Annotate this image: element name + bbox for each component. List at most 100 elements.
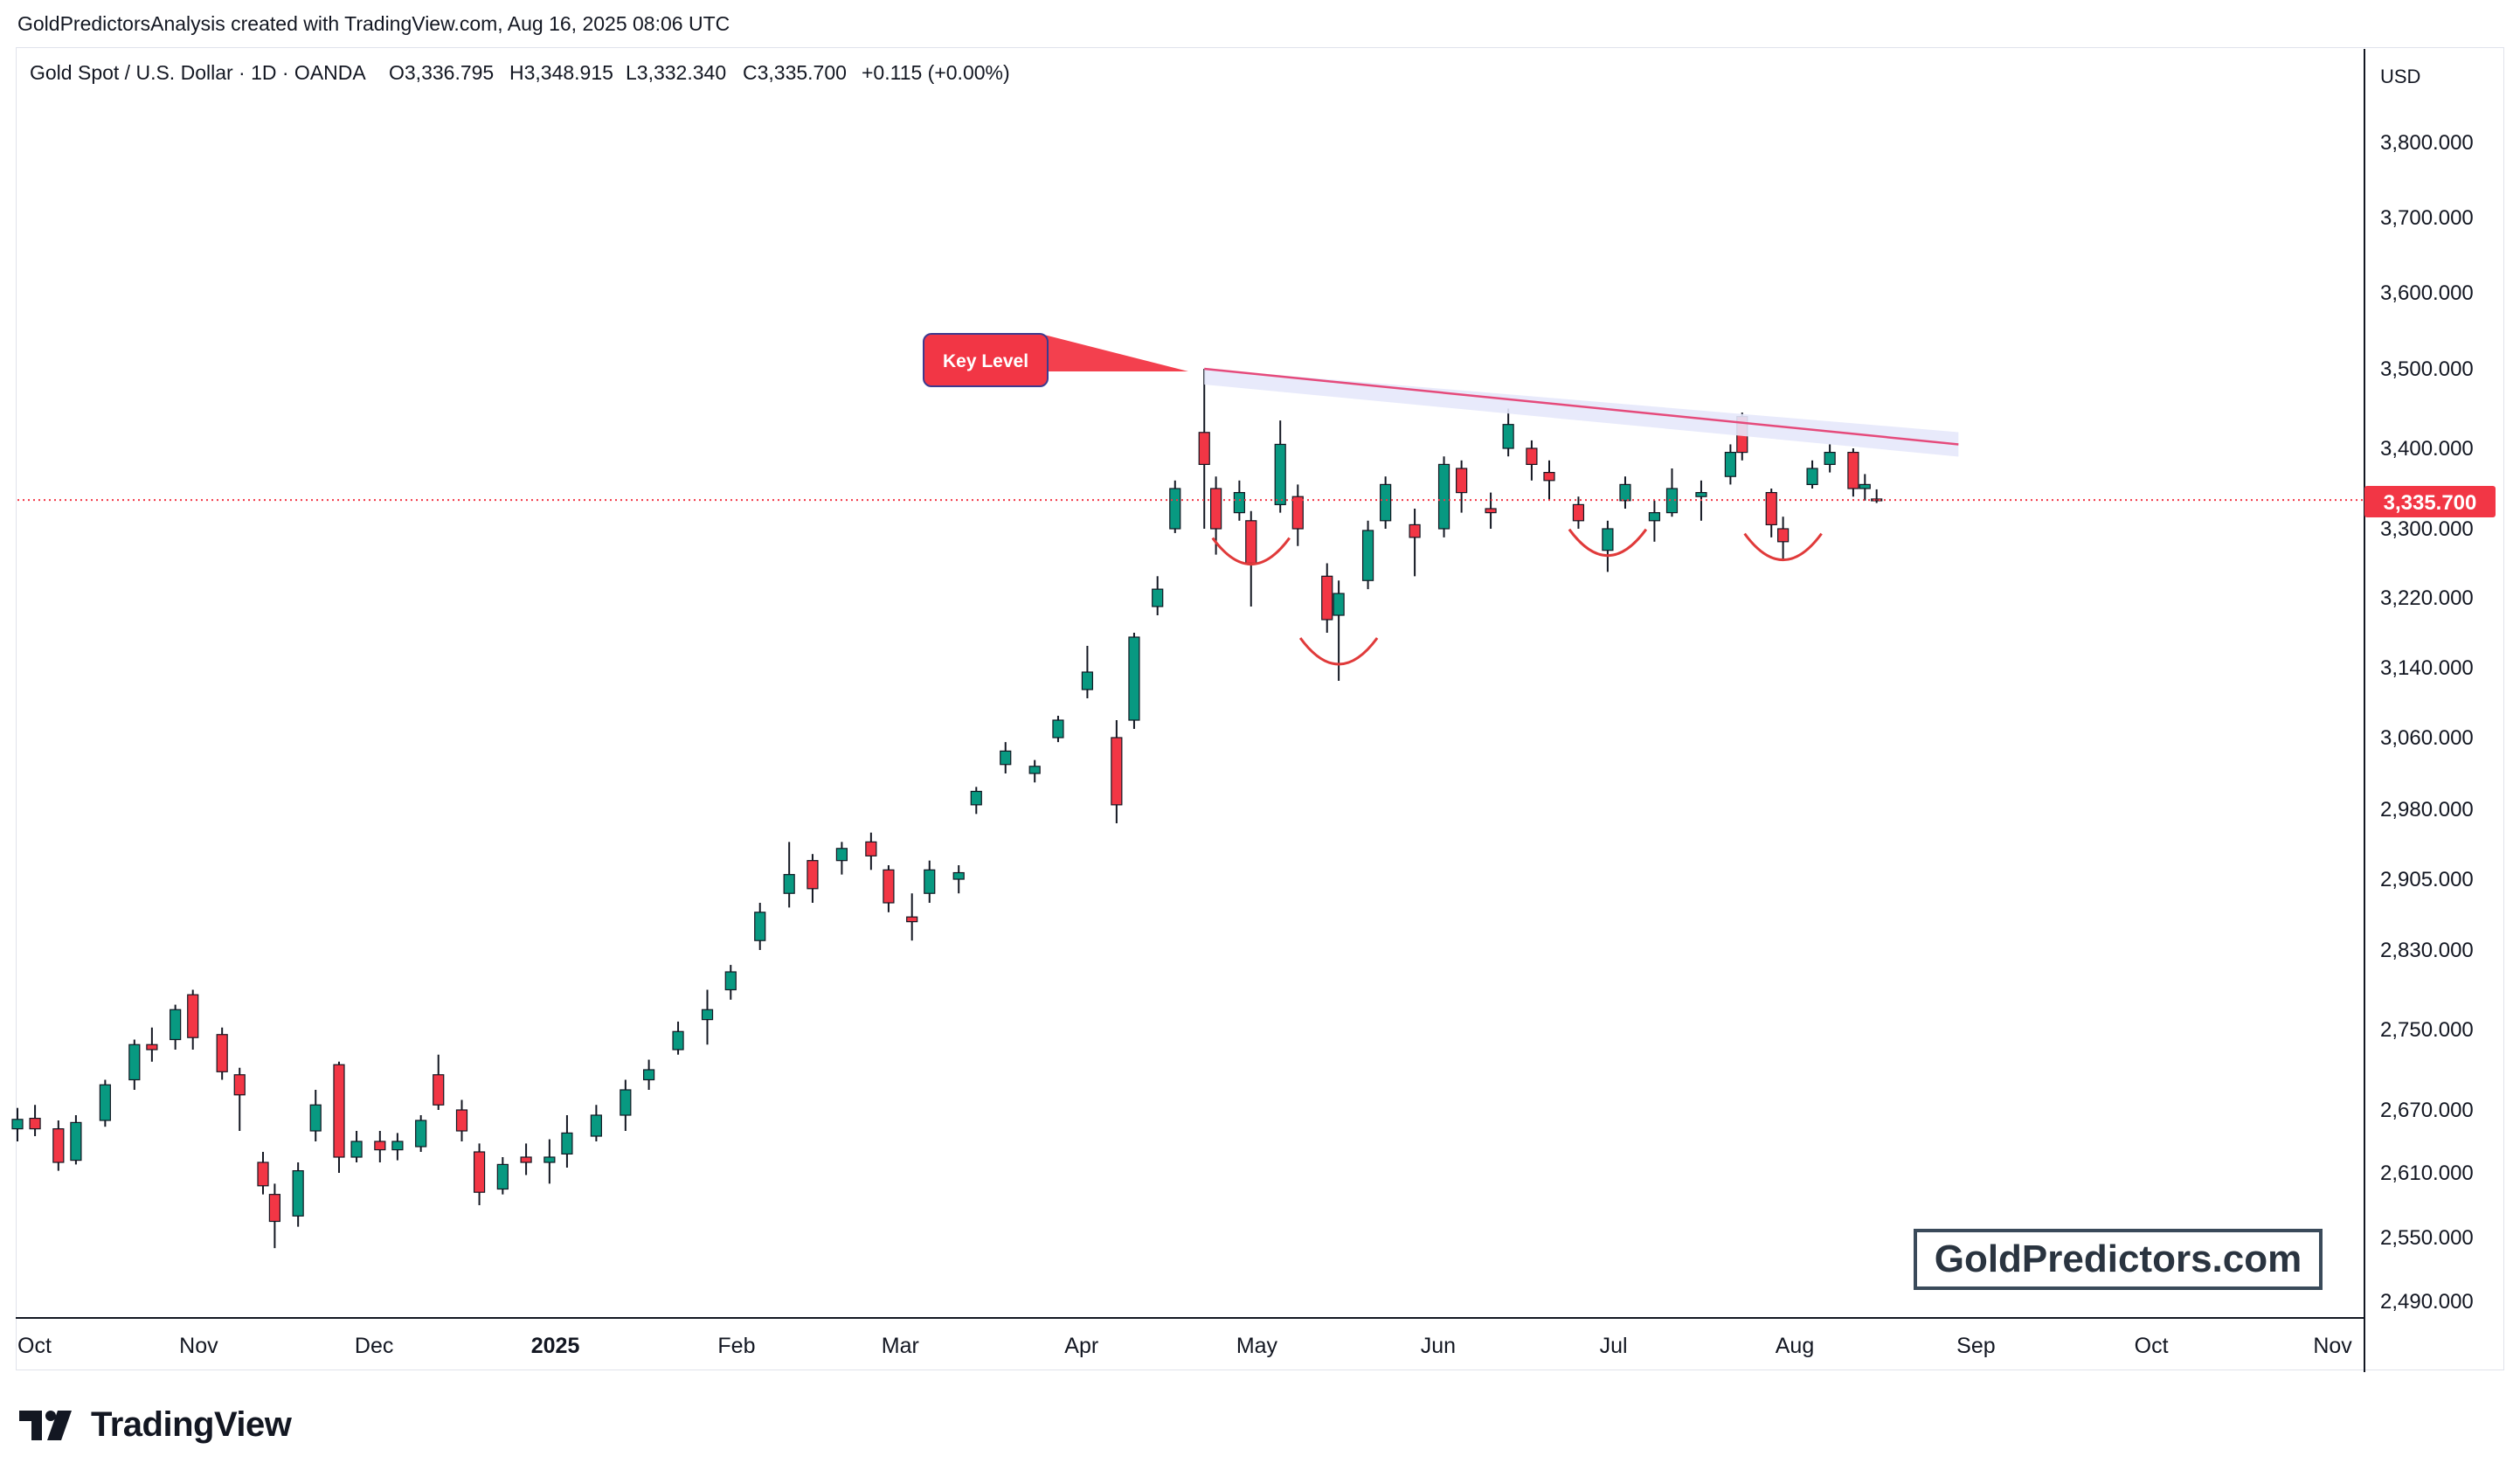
candle [1245, 510, 1257, 607]
candle [1198, 369, 1210, 529]
candle [754, 903, 766, 950]
candle [1485, 492, 1497, 529]
candle-body [1409, 524, 1421, 538]
candle [643, 1059, 655, 1090]
candle-body [724, 971, 737, 991]
time-tick-label: Jul [1600, 1334, 1628, 1358]
candle [496, 1157, 509, 1195]
candle-body [391, 1141, 404, 1151]
candle [520, 1143, 532, 1175]
time-axis[interactable]: Oct Nov Dec 2025 Feb Mar Apr May Jun Jul Aug Sep Oct… [16, 1317, 2364, 1358]
chart-credit: GoldPredictorsAnalysis created with Trad… [17, 12, 730, 35]
candle-body [233, 1074, 246, 1096]
candle [170, 1004, 182, 1050]
price-tick-label: 2,980.000 [2380, 798, 2474, 822]
key-level-band [1204, 369, 1959, 457]
last-price-value: 3,335.700 [2384, 491, 2477, 515]
price-axis[interactable]: 3,800.000 3,700.000 3,600.000 3,500.000 3,40… [2364, 49, 2474, 1372]
key-level-trendline [1204, 367, 1959, 446]
price-tick-label: 2,830.000 [2380, 939, 2474, 962]
candle-body [333, 1064, 345, 1158]
candle-body [216, 1034, 228, 1072]
candle-body [128, 1044, 141, 1081]
candle-body [268, 1194, 280, 1223]
candle-body [1765, 491, 1777, 525]
candle-body [1361, 530, 1374, 581]
candle-body [1000, 750, 1012, 766]
candle-body [1111, 737, 1123, 806]
candle [1871, 489, 1883, 503]
candle [374, 1131, 386, 1162]
candle [99, 1079, 111, 1127]
candle-body [146, 1044, 158, 1051]
candle-body [1824, 451, 1836, 465]
candle [415, 1115, 427, 1152]
price-tick-label: 3,140.000 [2380, 656, 2474, 680]
time-tick-label: Nov [179, 1334, 218, 1358]
time-tick-label: 2025 [531, 1334, 580, 1358]
candle-body [807, 860, 819, 890]
candle-body [1572, 503, 1585, 522]
candle-body [350, 1141, 363, 1158]
candle [672, 1021, 684, 1055]
candle [835, 842, 848, 875]
time-tick-label: Dec [355, 1334, 393, 1358]
watermark: GoldPredictors.com [1914, 1229, 2323, 1290]
candle-body [561, 1132, 573, 1155]
time-tick-label: Mar [882, 1334, 919, 1358]
legend-change: +0.115 (+0.00%) [862, 61, 1010, 84]
candle [11, 1107, 24, 1141]
bottom-arc-mark [1211, 537, 1291, 566]
candle-body [1274, 443, 1286, 506]
watermark-text: GoldPredictors.com [1935, 1238, 2302, 1280]
currency-label[interactable]: USD [2380, 66, 2420, 87]
candle [473, 1143, 486, 1205]
candle [1502, 408, 1514, 457]
candle-body [754, 912, 766, 941]
candle [128, 1039, 141, 1090]
tradingview-logo[interactable]: TradingView [19, 1405, 292, 1445]
candle-body [1210, 488, 1222, 530]
candle [1333, 580, 1345, 681]
candle-body [865, 841, 877, 856]
candle [543, 1139, 556, 1184]
candle [1572, 496, 1585, 529]
candle [257, 1152, 269, 1195]
candle-body [52, 1127, 65, 1163]
candle-body [1724, 451, 1737, 477]
candle [216, 1027, 228, 1080]
candle-body [1847, 451, 1859, 489]
time-tick-label: Oct [17, 1334, 52, 1358]
candle-body [1380, 483, 1392, 522]
key-level-callout[interactable]: Key Level [923, 333, 1188, 387]
candle-body [1198, 432, 1210, 465]
candle [783, 842, 795, 908]
price-tick-label: 2,905.000 [2380, 868, 2474, 891]
candle [883, 865, 895, 912]
legend-symbol[interactable]: Gold Spot / U.S. Dollar · 1D · OANDA [30, 61, 366, 84]
candle [590, 1105, 602, 1141]
price-tick-label: 2,550.000 [2380, 1226, 2474, 1250]
candle [1274, 420, 1286, 513]
candle [391, 1133, 404, 1161]
candle-body [1081, 671, 1094, 690]
candle [1859, 474, 1871, 501]
time-tick-label: Apr [1064, 1334, 1098, 1358]
candle-body [701, 1009, 714, 1021]
time-tick-label: Jun [1421, 1334, 1456, 1358]
price-tick-label: 3,300.000 [2380, 517, 2474, 541]
candle [1361, 520, 1374, 590]
candle [1000, 742, 1012, 773]
candle-body [1169, 488, 1181, 530]
candle-body [11, 1119, 24, 1130]
candle [1028, 759, 1041, 783]
candle [620, 1079, 632, 1131]
tradingview-logo-text: TradingView [91, 1405, 292, 1444]
candle [187, 989, 199, 1050]
candle [970, 787, 982, 815]
candle [1526, 440, 1538, 481]
candle-body [1233, 491, 1245, 514]
candle-body [952, 871, 965, 880]
time-tick-label: Aug [1776, 1334, 1814, 1358]
